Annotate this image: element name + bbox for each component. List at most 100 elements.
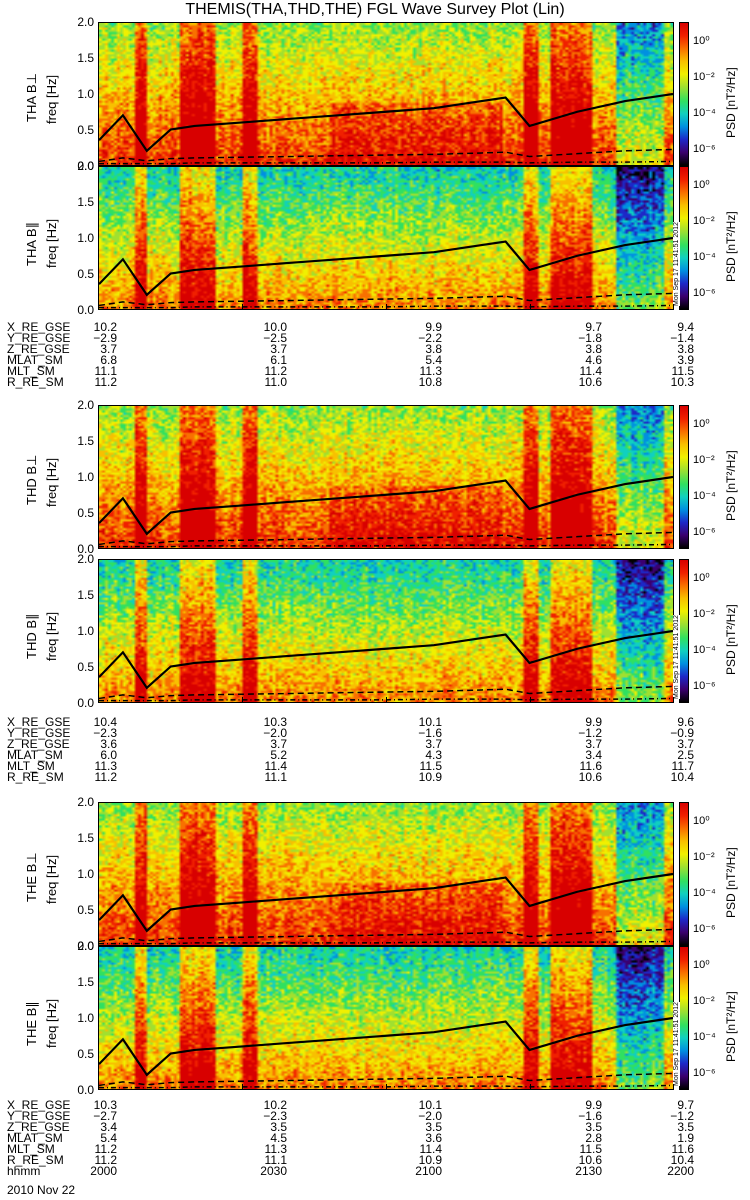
ephemeris-row: hhmm 2000 2030 2100 2130 2200 <box>0 1164 750 1178</box>
ephemeris-value: 10.1 <box>418 1098 442 1112</box>
ephemeris-value: 11.1 <box>264 770 287 784</box>
spectrogram-thd-para <box>98 559 674 703</box>
y-axis-label: freq [Hz] <box>44 218 59 268</box>
ephemeris-name: Y_RE_GSE <box>7 1109 71 1123</box>
colorbar-tick-label: 10⁻⁶ <box>693 680 716 692</box>
ephemeris-value: −1.6 <box>418 726 442 740</box>
fce-line <box>99 92 673 153</box>
ephemeris-value: 11.1 <box>264 1153 287 1167</box>
ephemeris-value: 3.6 <box>425 1131 442 1145</box>
ephemeris-value: 2100 <box>415 1164 442 1178</box>
ephemeris-value: −1.8 <box>578 331 602 345</box>
y-tick-label: 0.5 <box>77 1047 94 1061</box>
ephemeris-value: 10.4 <box>670 1153 694 1167</box>
ephemeris-row: Z_RE_GSE 3.4 3.5 3.5 3.5 3.5 <box>0 1120 750 1134</box>
ephemeris-name: Z_RE_GSE <box>7 342 70 356</box>
low-line <box>99 160 673 165</box>
ephemeris-value: 2200 <box>667 1164 694 1178</box>
ephemeris-row: X_RE_GSE 10.3 10.2 10.1 9.9 9.7 <box>0 1098 750 1112</box>
low-line <box>99 940 673 945</box>
colorbar-tick-label: 10⁻⁴ <box>693 887 716 899</box>
colorbar-label: PSD [nT²/Hz] <box>724 604 738 675</box>
ephemeris-value: −2.9 <box>93 331 117 345</box>
ephemeris-value: 3.7 <box>270 737 287 751</box>
ephemeris-value: −2.3 <box>93 726 117 740</box>
y-tick-label: 2.0 <box>77 552 94 566</box>
y-axis-label: freq [Hz] <box>44 611 59 661</box>
ephemeris-value: 3.4 <box>585 748 602 762</box>
colorbar-tick-label: 10⁻⁴ <box>693 1031 716 1043</box>
colorbar-label: PSD [nT²/Hz] <box>724 847 738 918</box>
overlay-lines <box>99 1016 673 1089</box>
overlay-lines <box>99 236 673 309</box>
y-tick-label: 1.5 <box>77 831 94 845</box>
ephemeris-name: X_RE_GSE <box>7 1098 71 1112</box>
ephemeris-value: 3.7 <box>425 737 442 751</box>
ephemeris-value: 5.4 <box>425 353 442 367</box>
overlay-lines <box>99 872 673 945</box>
y-tick-label: 1.5 <box>77 975 94 989</box>
half-line <box>99 928 673 943</box>
ephemeris-value: 10.6 <box>578 770 602 784</box>
overlay-lines <box>99 475 673 548</box>
ephemeris-row: R_RE_SM 11.2 11.0 10.8 10.6 10.3 <box>0 376 750 388</box>
panel-label: THA B∥ <box>24 221 39 266</box>
colorbar-label: PSD [nT²/Hz] <box>724 67 738 138</box>
ephemeris-value: 10.1 <box>418 715 442 729</box>
x-tick <box>530 697 531 703</box>
y-tick-label: 0.0 <box>77 939 94 953</box>
ephemeris-name: Y_RE_GSE <box>7 726 71 740</box>
x-tick <box>242 697 243 703</box>
ephemeris-value: 4.3 <box>425 748 442 762</box>
ephemeris-row: Y_RE_GSE −2.9 −2.5 −2.2 −1.8 −1.4 <box>0 331 750 345</box>
ephemeris-value: 10.9 <box>418 1153 442 1167</box>
ephemeris-name: MLT_SM <box>7 1142 55 1156</box>
ephemeris-value: −2.5 <box>263 331 287 345</box>
spectrogram-tha-para <box>98 166 674 310</box>
ephemeris-value: −2.7 <box>93 1109 117 1123</box>
fce-line <box>99 475 673 536</box>
ephemeris-value: 2.5 <box>677 748 694 762</box>
colorbar-tick-label: 10⁻² <box>693 851 715 863</box>
ephemeris-value: 11.6 <box>671 1142 694 1156</box>
y-tick-label: 0.5 <box>77 903 94 917</box>
ephemeris-value: 11.2 <box>264 364 287 378</box>
ephemeris-value: 10.2 <box>263 1098 287 1112</box>
ephemeris-value: −0.9 <box>670 726 694 740</box>
colorbar-tick-label: 10⁻⁶ <box>693 287 716 299</box>
ephemeris-row: MLT_SM 11.2 11.3 11.4 11.5 11.6 <box>0 1142 750 1156</box>
colorbar-label: PSD [nT²/Hz] <box>724 991 738 1062</box>
y-tick-label: 1.0 <box>77 1011 94 1025</box>
ephemeris-value: 3.5 <box>270 1120 287 1134</box>
ephemeris-thd: X_RE_GSE 10.4 10.3 10.1 9.9 9.6 Y_RE_GSE −2.3 −2… <box>0 715 750 784</box>
y-tick-label: 1.5 <box>77 588 94 602</box>
colorbar <box>679 22 689 166</box>
y-tick-label: 2.0 <box>77 795 94 809</box>
colorbar-tick-label: 10⁰ <box>693 815 710 827</box>
x-tick <box>530 1084 531 1090</box>
ephemeris-name: MLAT_SM <box>7 748 63 762</box>
y-tick-label: 2.0 <box>77 15 94 29</box>
y-tick-label: 0.5 <box>77 267 94 281</box>
colorbar-tick-label: 10⁰ <box>693 418 710 430</box>
y-tick-label: 1.0 <box>77 231 94 245</box>
spectrogram-the-para <box>98 946 674 1090</box>
colorbar-tick-label: 10⁻² <box>693 71 715 83</box>
colorbar <box>679 559 689 703</box>
colorbar-tick-label: 10⁻⁶ <box>693 526 716 538</box>
y-tick-label: 1.5 <box>77 434 94 448</box>
ephemeris-value: 4.5 <box>270 1131 287 1145</box>
y-tick-label: 1.0 <box>77 624 94 638</box>
ephemeris-value: 9.7 <box>585 320 602 334</box>
colorbar-label: PSD [nT²/Hz] <box>724 211 738 282</box>
colorbar-tick-label: 10⁰ <box>693 572 710 584</box>
x-tick <box>98 304 99 310</box>
ephemeris-value: 3.5 <box>585 1120 602 1134</box>
spectrogram-thd-perp <box>98 405 674 549</box>
x-tick <box>98 1084 99 1090</box>
ephemeris-row: Z_RE_GSE 3.6 3.7 3.7 3.7 3.7 <box>0 737 750 751</box>
half-line <box>99 148 673 163</box>
ephemeris-value: 11.5 <box>419 759 442 773</box>
ephemeris-name: hhmm <box>7 1164 41 1178</box>
timestamp-stamp: Mon Sep 17 11:41:51 2012 <box>673 615 680 699</box>
